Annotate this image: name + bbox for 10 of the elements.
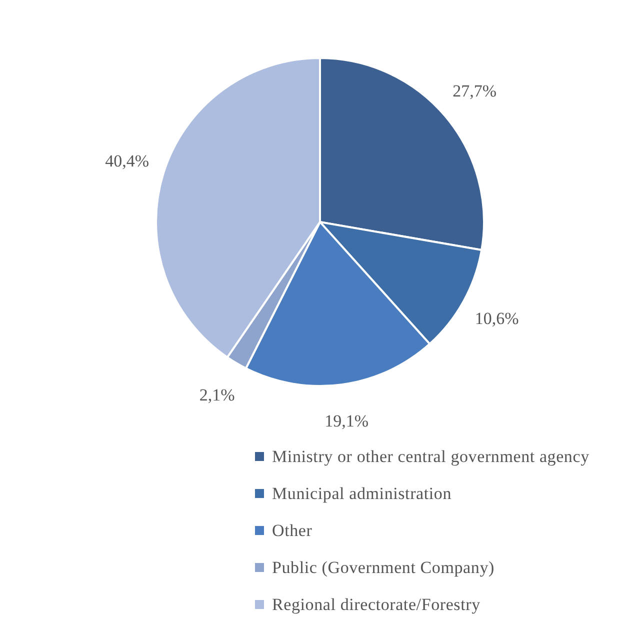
- legend-label: Regional directorate/Forestry: [272, 594, 480, 614]
- legend-label: Other: [272, 520, 312, 540]
- data-label: 40,4%: [105, 152, 149, 171]
- legend-label: Municipal administration: [272, 484, 452, 504]
- data-label: 2,1%: [199, 385, 235, 404]
- legend-label: Ministry or other central government agency: [272, 446, 590, 466]
- data-label: 19,1%: [324, 412, 369, 431]
- data-label: 27,7%: [452, 81, 496, 100]
- legend-label: Public (Government Company): [272, 558, 494, 578]
- data-label: 10,6%: [474, 309, 519, 328]
